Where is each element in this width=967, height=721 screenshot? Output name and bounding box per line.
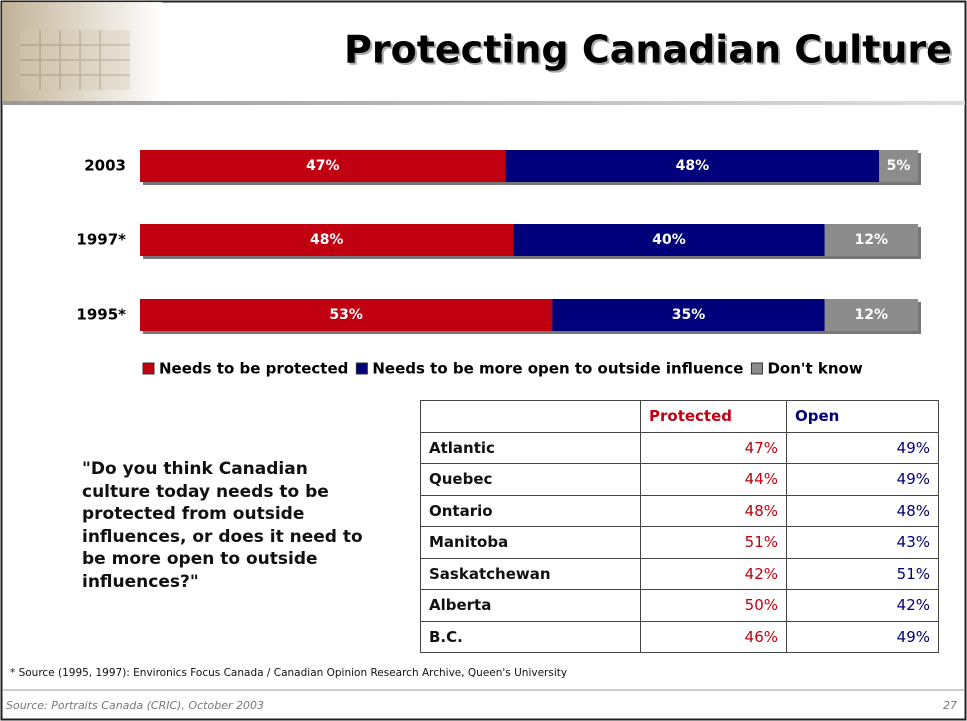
bar-segment [879,150,918,182]
table-header: Protected Open [420,400,939,433]
table-cell: Open [786,400,939,433]
table: Protected Open Atlantic 47% 49% Quebec 44% 49% O… [420,400,939,653]
legend-swatch [355,362,368,375]
category-label: 2003 [84,157,126,175]
category-label: 1997* [76,231,126,249]
table-cell: 51% [640,526,787,559]
table-row: Ontario 48% 48% [420,494,939,527]
bar-segment [552,299,825,331]
table-cell: Protected [640,400,787,433]
table-cell: 48% [640,494,787,527]
bar-segment [140,299,553,331]
table-cell: 42% [640,557,787,590]
legend-label: Needs to be more open to outside influen… [372,360,743,378]
table-cell: Quebec [420,463,641,496]
header-rule [2,101,965,105]
table-row: Atlantic 47% 49% [420,431,939,464]
table-cell: Atlantic [420,431,641,464]
table-cell: Manitoba [420,526,641,559]
source: Source: Portraits Canada (CRIC), October… [6,699,264,712]
table-cell: 42% [786,589,939,622]
table-cell: 49% [786,463,939,496]
bar-segment [824,299,918,331]
table-cell: 49% [786,620,939,653]
table-cell: 44% [640,463,787,496]
bar-segment [140,150,506,182]
page-number: 27 [943,699,957,712]
value-label: 48% [676,158,710,174]
bar-segment [513,224,825,256]
value-label: 40% [652,232,686,248]
value-label: 53% [329,307,363,323]
table-cell: 46% [640,620,787,653]
bar-segment [505,150,880,182]
table-cell: 47% [640,431,787,464]
footnote: * Source (1995, 1997): Environics Focus … [10,667,568,679]
legend-label: Needs to be protected [159,360,348,378]
table-cell: 50% [640,589,787,622]
value-label: 47% [306,158,340,174]
table-cell: Alberta [420,589,641,622]
value-label: 5% [887,158,911,174]
question: "Do you think Canadian culture today nee… [82,459,363,592]
table-cell: 48% [786,494,939,527]
category-label: 1995* [76,306,126,324]
table-cell: Saskatchewan [420,557,641,590]
legend-swatch [750,362,763,375]
slide-title: Protecting Canadian Culture [344,28,952,72]
table-row: B.C. 46% 49% [420,620,939,653]
table-cell: 43% [786,526,939,559]
table-cell: 49% [786,431,939,464]
legend-label: Don't know [767,360,862,378]
table-cell: Ontario [420,494,641,527]
table-row: Saskatchewan 42% 51% [420,557,939,590]
value-label: 12% [855,307,889,323]
table-row: Quebec 44% 49% [420,463,939,496]
header-image [2,2,162,102]
table-cell: B.C. [420,620,641,653]
table-cell: 51% [786,557,939,590]
table-cell [420,400,641,433]
bar-segment [824,224,918,256]
table-row: Manitoba 51% 43% [420,526,939,559]
legend-swatch [142,362,155,375]
value-label: 12% [855,232,889,248]
value-label: 48% [310,232,344,248]
value-label: 35% [672,307,706,323]
table-row: Alberta 50% 42% [420,589,939,622]
bar-segment [140,224,514,256]
